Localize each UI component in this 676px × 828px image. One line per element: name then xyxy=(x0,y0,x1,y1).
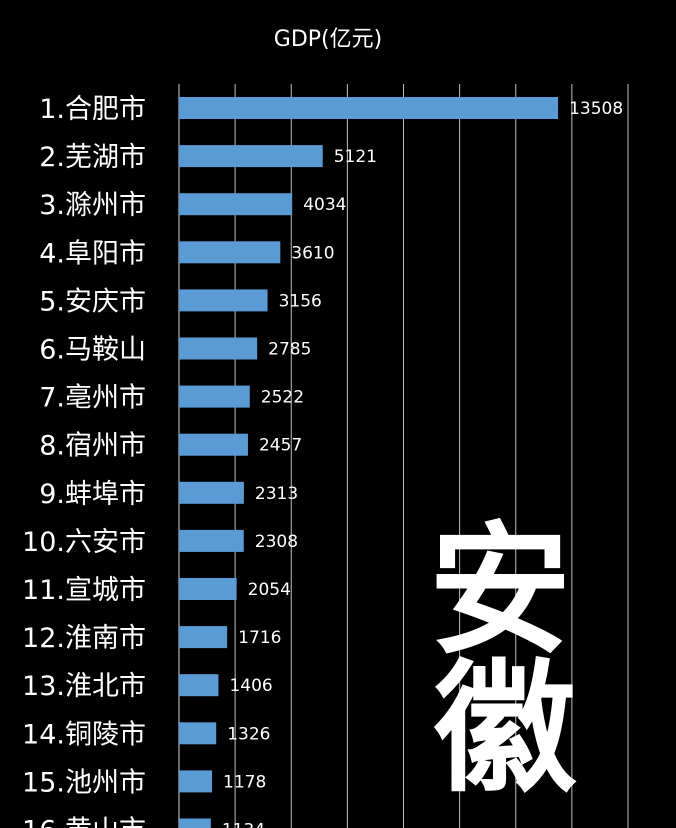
bar xyxy=(179,145,323,168)
value-label: 2308 xyxy=(255,532,298,552)
chart-title: GDP(亿元) xyxy=(274,27,382,52)
value-label: 13508 xyxy=(569,99,623,119)
bars xyxy=(179,97,559,828)
category-label: 3.滁州市 xyxy=(39,190,146,221)
bar xyxy=(179,337,258,360)
value-label: 1178 xyxy=(223,772,266,792)
bar xyxy=(179,385,250,408)
value-label: 2054 xyxy=(248,580,291,600)
overlay-char-hui: 徽 xyxy=(433,647,577,812)
bar xyxy=(179,481,244,504)
category-label: 9.蚌埠市 xyxy=(39,479,146,510)
value-labels: 13508 5121 4034 3610 3156 2785 2522 2457 2313 230… xyxy=(222,99,623,828)
category-label: 14.铜陵市 xyxy=(22,719,146,750)
bar xyxy=(179,433,248,456)
bar xyxy=(179,578,237,600)
category-label: 11.宣城市 xyxy=(22,575,146,606)
bar xyxy=(179,722,217,745)
bar xyxy=(179,241,281,264)
category-label: 1.合肥市 xyxy=(39,94,146,125)
value-label: 1134 xyxy=(222,821,265,828)
bar xyxy=(179,818,211,828)
category-label: 15.池州市 xyxy=(22,767,146,798)
bar xyxy=(179,674,219,697)
value-label: 5121 xyxy=(334,147,377,167)
value-label: 2522 xyxy=(261,388,304,408)
category-labels: 1.合肥市 2.芜湖市 3.滁州市 4.阜阳市 5.安庆市 6.马鞍山 7.亳州市 8.宿州市… xyxy=(22,94,146,828)
category-label: 10.六安市 xyxy=(22,527,146,558)
category-label: 4.阜阳市 xyxy=(39,238,146,269)
bar xyxy=(179,529,244,552)
value-label: 2313 xyxy=(255,484,298,504)
category-label: 6.马鞍山 xyxy=(39,335,146,366)
value-label: 4034 xyxy=(303,195,346,215)
category-label: 16.黄山市 xyxy=(22,816,146,828)
value-label: 2785 xyxy=(268,340,311,360)
value-label: 3156 xyxy=(279,291,322,311)
bar xyxy=(179,193,293,216)
bar xyxy=(179,626,228,649)
value-label: 1406 xyxy=(229,676,272,696)
category-label: 7.亳州市 xyxy=(39,383,146,414)
category-label: 5.安庆市 xyxy=(39,286,146,317)
overlay-char-an: 安 xyxy=(429,509,571,674)
category-label: 8.宿州市 xyxy=(39,431,146,462)
bar xyxy=(179,770,213,793)
value-label: 3610 xyxy=(291,243,334,263)
value-label: 1716 xyxy=(238,628,281,648)
category-label: 12.淮南市 xyxy=(22,623,146,654)
value-label: 1326 xyxy=(227,724,270,744)
category-label: 2.芜湖市 xyxy=(39,142,146,173)
bar xyxy=(179,289,268,312)
category-label: 13.淮北市 xyxy=(22,671,146,702)
bar xyxy=(179,97,559,119)
value-label: 2457 xyxy=(259,436,302,456)
